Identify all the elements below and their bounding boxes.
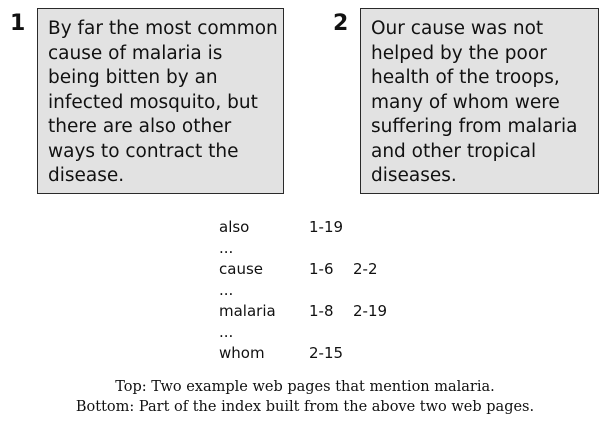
document-2-line: suffering from malaria — [371, 116, 578, 137]
index-term: also — [219, 218, 250, 236]
document-1-line: cause of malaria is — [48, 42, 223, 64]
document-1-number: 1 — [10, 11, 26, 36]
document-2-line: many of whom were — [371, 91, 560, 113]
document-2-line: diseases. — [371, 165, 457, 186]
caption-line-bottom: Bottom: Part of the index built from the… — [75, 399, 535, 415]
document-1-line: there are also other — [48, 116, 232, 137]
document-1-line: being bitten by an — [48, 67, 218, 88]
document-1-line: disease. — [48, 165, 125, 186]
figure-caption: Top: Two example web pages that mention … — [0, 377, 610, 417]
document-2-line: helped by the poor — [371, 42, 547, 64]
document-2-line: Our cause was not — [371, 18, 544, 39]
index-term: malaria — [219, 302, 276, 320]
index-ellipsis: ... — [219, 323, 234, 341]
index-ellipsis: ... — [219, 281, 234, 299]
document-2-line: health of the troops, — [371, 67, 560, 88]
caption-line-top: Top: Two example web pages that mention … — [115, 379, 495, 395]
document-1-box: By far the most common cause of malaria … — [37, 8, 284, 194]
index-posting: 2-2 — [353, 260, 378, 278]
index-posting: 1-6 — [309, 260, 334, 278]
index-posting: 1-8 — [309, 302, 334, 320]
document-1-line: infected mosquito, but — [48, 91, 258, 113]
index-posting: 2-19 — [353, 302, 388, 320]
document-1-line: ways to contract the — [48, 140, 239, 162]
document-2-line: and other tropical — [371, 140, 537, 162]
document-2-box: Our cause was not helped by the poor hea… — [360, 8, 599, 194]
document-1-line: By far the most common — [48, 18, 278, 39]
index-term: cause — [219, 260, 263, 278]
index-posting: 1-19 — [309, 218, 344, 236]
document-2-number: 2 — [333, 11, 349, 36]
index-term: whom — [219, 344, 265, 362]
index-ellipsis: ... — [219, 239, 234, 257]
index-posting: 2-15 — [309, 344, 344, 362]
